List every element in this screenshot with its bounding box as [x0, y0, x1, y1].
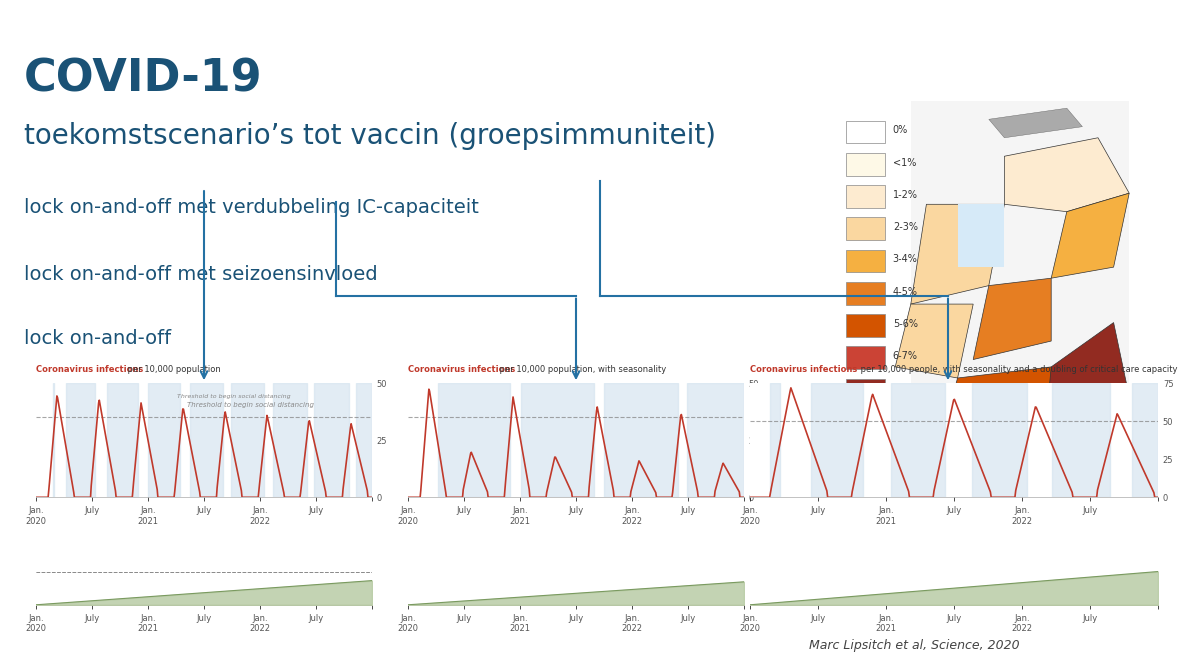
- Bar: [846, 153, 886, 175]
- Text: 1-2%: 1-2%: [893, 190, 918, 200]
- Bar: [972, 383, 1027, 497]
- Text: Cumulative progress: Cumulative progress: [36, 576, 126, 585]
- Text: Cumulative progress: Cumulative progress: [750, 576, 840, 585]
- Polygon shape: [1004, 138, 1129, 212]
- Bar: [770, 383, 780, 497]
- Text: per 10,000 population: per 10,000 population: [125, 365, 221, 374]
- Bar: [521, 383, 594, 497]
- Text: toward herd immunity: toward herd immunity: [163, 576, 250, 585]
- Bar: [604, 383, 678, 497]
- Polygon shape: [973, 278, 1051, 360]
- Bar: [846, 314, 886, 337]
- Bar: [846, 218, 886, 240]
- Text: ⚜: ⚜: [1093, 45, 1115, 69]
- Bar: [846, 185, 886, 208]
- Bar: [314, 383, 349, 497]
- Text: 4-5%: 4-5%: [893, 287, 918, 296]
- Bar: [846, 282, 886, 304]
- Text: per 10,000 population, with seasonality: per 10,000 population, with seasonality: [497, 365, 666, 374]
- Bar: [911, 101, 1129, 470]
- Bar: [846, 347, 886, 369]
- Text: Cumulative progress: Cumulative progress: [408, 576, 498, 585]
- Text: 55% threshold for herd immunity: 55% threshold for herd immunity: [204, 585, 310, 589]
- Bar: [356, 383, 372, 497]
- Text: toekomstscenario’s tot vaccin (groepsimmuniteit): toekomstscenario’s tot vaccin (groepsimm…: [24, 122, 716, 150]
- Text: toward herd immunity: toward herd immunity: [535, 576, 622, 585]
- Polygon shape: [1051, 194, 1129, 278]
- Text: lock on-and-off met seizoensinvloed: lock on-and-off met seizoensinvloed: [24, 265, 378, 284]
- Bar: [892, 383, 944, 497]
- Text: lock on-and-off: lock on-and-off: [24, 329, 172, 348]
- Text: 2-3%: 2-3%: [893, 222, 918, 232]
- Text: Threshold to begin social distancing: Threshold to begin social distancing: [187, 402, 314, 408]
- Bar: [438, 383, 510, 497]
- Bar: [846, 379, 886, 401]
- Polygon shape: [911, 204, 1004, 304]
- Text: <1%: <1%: [893, 158, 916, 167]
- Text: 9-10%: 9-10%: [893, 384, 924, 393]
- Bar: [688, 383, 744, 497]
- Text: 3-4%: 3-4%: [893, 255, 918, 264]
- Text: Marc Lipsitch et al, Science, 2020: Marc Lipsitch et al, Science, 2020: [809, 638, 1020, 652]
- Text: 6-7%: 6-7%: [893, 351, 918, 361]
- Polygon shape: [1045, 323, 1129, 452]
- Text: Coronavirus infections: Coronavirus infections: [750, 365, 857, 374]
- Bar: [107, 383, 138, 497]
- Bar: [232, 383, 264, 497]
- Polygon shape: [895, 304, 973, 378]
- Bar: [846, 250, 886, 272]
- Text: COVID-19: COVID-19: [24, 57, 263, 100]
- Bar: [66, 383, 95, 497]
- Bar: [190, 383, 222, 497]
- Text: Sanquin
Zaaier et al. 2020: Sanquin Zaaier et al. 2020: [1004, 426, 1104, 448]
- Bar: [1051, 383, 1110, 497]
- Text: Threshold to begin social distancing: Threshold to begin social distancing: [178, 394, 290, 399]
- Text: no data: no data: [893, 416, 930, 425]
- Bar: [1132, 383, 1158, 497]
- Text: toward herd immunity: toward herd immunity: [905, 576, 991, 585]
- Text: PERIODS
OF SOCIAL
DISTANCING: PERIODS OF SOCIAL DISTANCING: [73, 560, 113, 577]
- Polygon shape: [942, 367, 1067, 433]
- Text: Coronavirus infections: Coronavirus infections: [408, 365, 515, 374]
- Bar: [810, 383, 863, 497]
- Bar: [846, 121, 886, 143]
- Text: 5-6%: 5-6%: [893, 319, 918, 329]
- Text: per 10,000 people, with seasonality and a doubling of critical care capacity: per 10,000 people, with seasonality and …: [858, 365, 1177, 374]
- Bar: [846, 411, 886, 433]
- Text: Coronavirus infections: Coronavirus infections: [36, 365, 143, 374]
- Text: lock on-and-off met verdubbeling IC-capaciteit: lock on-and-off met verdubbeling IC-capa…: [24, 198, 479, 217]
- Polygon shape: [989, 108, 1082, 138]
- Bar: [274, 383, 307, 497]
- Polygon shape: [958, 204, 1004, 267]
- Text: 0%: 0%: [893, 126, 908, 135]
- Bar: [149, 383, 180, 497]
